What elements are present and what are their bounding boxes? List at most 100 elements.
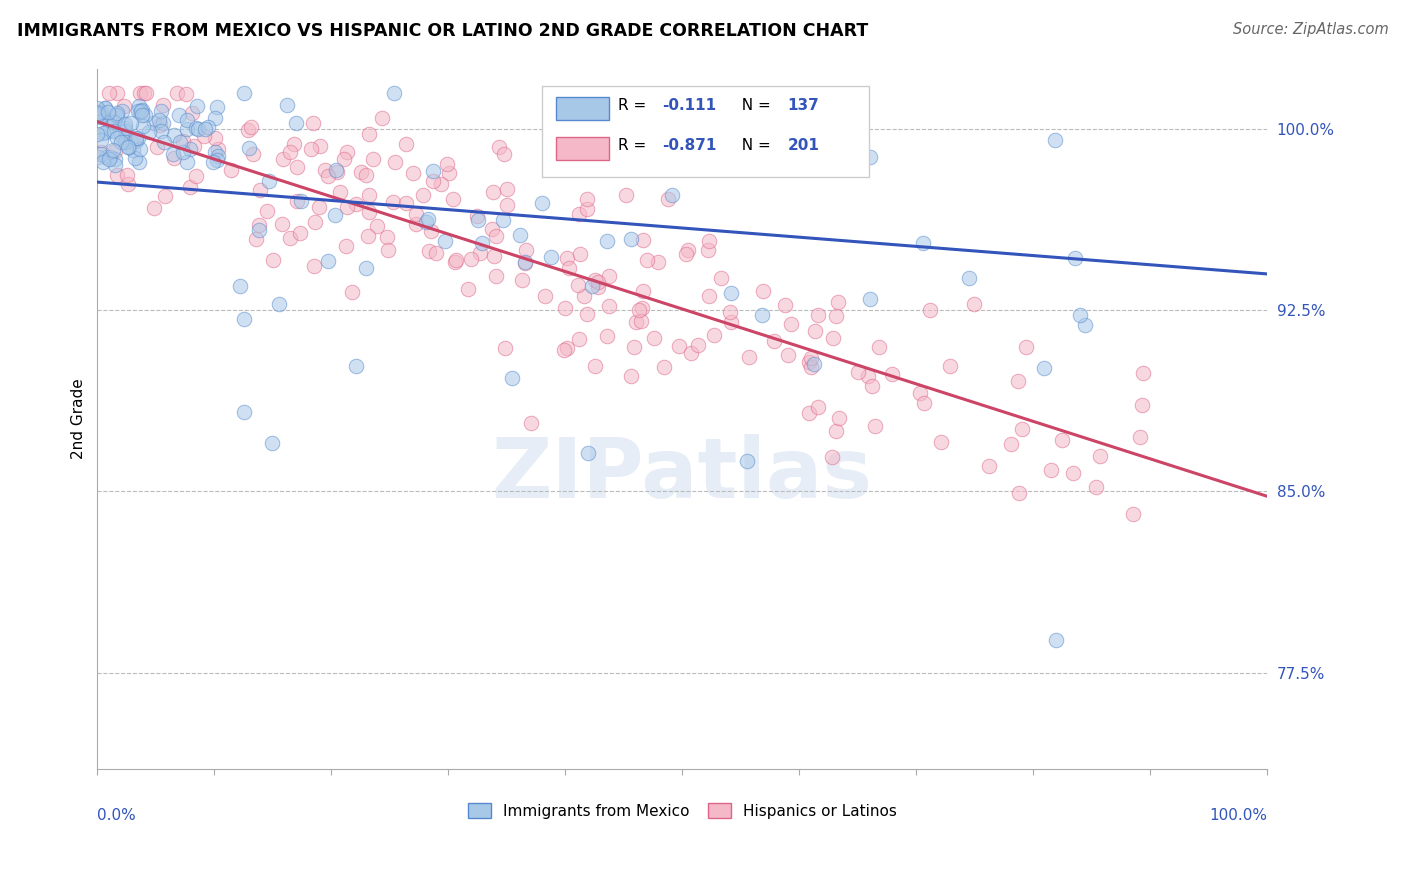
Point xyxy=(256,204,278,219)
Point xyxy=(395,136,418,151)
Point xyxy=(354,261,377,276)
Point xyxy=(94,101,117,115)
Point xyxy=(239,120,262,134)
Point xyxy=(176,155,198,169)
Point xyxy=(285,194,308,208)
Point xyxy=(98,152,121,166)
Point xyxy=(93,155,115,169)
Point xyxy=(540,250,562,264)
Point xyxy=(308,200,330,214)
Point xyxy=(565,139,588,153)
Point xyxy=(128,99,150,113)
Point xyxy=(366,219,388,233)
Point xyxy=(643,331,665,345)
Point xyxy=(631,233,654,247)
Point xyxy=(97,105,120,120)
Point xyxy=(186,99,208,113)
Point xyxy=(509,228,531,243)
Point xyxy=(283,137,305,152)
Point xyxy=(496,182,519,196)
Point xyxy=(98,150,121,164)
Point xyxy=(697,289,720,303)
Point xyxy=(1045,633,1067,648)
Point xyxy=(800,359,823,374)
Point xyxy=(718,305,741,319)
Point xyxy=(588,279,610,293)
Point xyxy=(103,114,125,128)
Point xyxy=(90,133,112,147)
Point xyxy=(405,217,427,231)
Point xyxy=(207,143,229,157)
FancyBboxPatch shape xyxy=(555,97,609,120)
Point xyxy=(304,260,326,274)
Point xyxy=(425,246,447,260)
Point xyxy=(1014,340,1036,354)
Point xyxy=(510,273,533,287)
Point xyxy=(377,243,399,257)
Point xyxy=(492,212,515,227)
Point xyxy=(675,247,697,261)
Point xyxy=(773,298,796,312)
Point xyxy=(1011,422,1033,436)
Point xyxy=(90,105,112,120)
Point xyxy=(678,244,700,258)
Point xyxy=(468,245,491,260)
Text: 100.0%: 100.0% xyxy=(1209,808,1267,822)
Point xyxy=(583,359,606,373)
Point xyxy=(104,158,127,172)
Point xyxy=(623,120,645,134)
Point xyxy=(382,194,405,209)
Point xyxy=(496,198,519,212)
Point xyxy=(412,188,434,202)
Point xyxy=(186,120,208,135)
Point xyxy=(939,359,962,374)
Point xyxy=(124,151,146,165)
Point xyxy=(860,379,883,393)
Point xyxy=(323,208,346,222)
Point xyxy=(778,348,800,362)
Point xyxy=(395,195,418,210)
Point xyxy=(86,127,108,141)
Point xyxy=(146,140,169,154)
Point xyxy=(583,273,606,287)
Point xyxy=(336,145,359,159)
Point xyxy=(333,152,356,166)
Text: -0.871: -0.871 xyxy=(662,138,717,153)
Point xyxy=(623,340,645,354)
Point xyxy=(86,106,108,120)
Point xyxy=(120,136,142,150)
Point xyxy=(620,369,643,384)
Point xyxy=(278,145,301,159)
Point xyxy=(284,116,307,130)
Point xyxy=(668,338,690,352)
Point xyxy=(204,111,226,125)
Point xyxy=(614,187,637,202)
Point xyxy=(148,112,170,127)
Point xyxy=(86,150,108,164)
Point xyxy=(138,125,160,139)
Point xyxy=(179,180,201,194)
Point xyxy=(167,108,190,122)
Point xyxy=(567,277,589,292)
Point xyxy=(245,232,267,246)
Point xyxy=(172,145,194,160)
Point xyxy=(501,370,523,384)
Point xyxy=(105,106,128,120)
Text: -0.111: -0.111 xyxy=(662,98,717,113)
Point xyxy=(143,116,166,130)
Point xyxy=(176,121,198,136)
Point xyxy=(115,169,138,183)
Point xyxy=(1088,449,1111,463)
Point xyxy=(1033,361,1056,376)
Point xyxy=(302,115,325,129)
Point xyxy=(87,107,110,121)
Point xyxy=(557,260,579,275)
Point xyxy=(624,316,647,330)
Point xyxy=(97,86,120,100)
Point xyxy=(357,188,380,202)
Point xyxy=(569,247,592,261)
Text: ZIPatlas: ZIPatlas xyxy=(492,434,873,516)
Point xyxy=(908,385,931,400)
Point xyxy=(152,116,174,130)
Point xyxy=(174,87,197,101)
